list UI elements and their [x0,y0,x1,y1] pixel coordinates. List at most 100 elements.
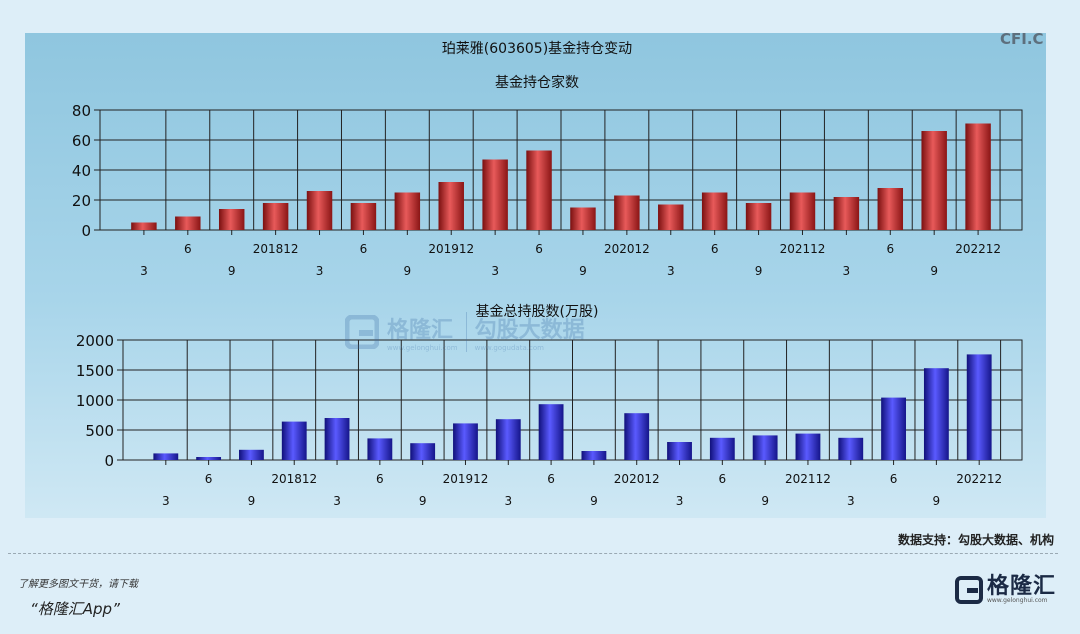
chart2-xtick-label: 202212 [956,472,1002,486]
watermark-left-url: www.gelonghui.com [387,344,458,352]
chart2-bar [367,438,393,460]
chart2-xtick-label: 6 [547,472,555,486]
chart1-bar [306,191,333,230]
chart2-xtick-label: 201912 [443,472,489,486]
chart1-bar [965,123,991,230]
chart2-xtick-label: 9 [419,494,427,508]
chart2-plot: 0 500 1000 1500 2000 3 6 9 201812 3 6 9 201912 3 6 9 202… [76,332,1023,508]
chart1-ytick-label: 0 [81,222,91,240]
chart1-bar [658,204,684,230]
chart1-xtick-label: 201912 [428,242,474,256]
chart2-bar [196,457,222,460]
chart2-bar [538,404,564,460]
chart2-xtick-label: 6 [719,472,727,486]
corner-mark: CFI.C [1000,30,1044,48]
chart1-xtick-label: 202212 [955,242,1001,256]
chart1-bar [394,192,421,230]
chart2-bar [495,419,521,460]
chart2-bar [881,397,906,460]
watermark-right-url: www.gogudata.com [474,344,544,352]
chart2-xtick-label: 202012 [614,472,660,486]
watermark-right-text: 勾股大数据 [474,318,585,343]
chart1-xtick-label: 3 [843,264,851,278]
divider [8,553,1058,554]
chart-panel: 珀莱雅(603605)基金持仓变动 基金持仓家数 基金总持股数(万股) 0 20 4… [25,33,1046,518]
chart1-bar [789,192,816,230]
footer-logo-url: www.gelonghui.com [986,597,1048,604]
chart1-bar [262,203,289,230]
chart2-ytick-label: 0 [104,452,114,470]
footer-logo-name: 格隆汇 [986,574,1056,599]
chart2-bar [410,443,436,460]
chart1-xtick-label: 3 [140,264,148,278]
chart2-bar [153,453,179,460]
chart2-bar [709,437,735,460]
chart1-bar [701,192,728,230]
chart1-frame [99,109,1023,231]
chart1-xtick-label: 6 [711,242,719,256]
chart2-xtick-label: 3 [847,494,855,508]
watermark-left-text: 格隆汇 [387,318,454,343]
chart2-xtick-label: 9 [933,494,941,508]
chart1-xtick-label: 6 [886,242,894,256]
chart1-bar [175,216,201,230]
chart2-xtick-label: 9 [248,494,256,508]
chart2-ytick-label: 1500 [76,362,114,380]
chart1-xtick-label: 6 [535,242,543,256]
chart2-xtick-label: 6 [376,472,384,486]
chart2-bar [624,413,650,460]
main-title: 珀莱雅(603605)基金持仓变动 [442,40,632,57]
chart2-bar [795,433,821,460]
chart2-bar [838,437,864,460]
gelonghui-logo-icon [954,576,983,604]
chart1-xtick-label: 202012 [604,242,650,256]
chart2-ytick-label: 500 [85,422,114,440]
chart2-bar [324,418,350,460]
chart2-bar [966,354,992,460]
chart2-bar [667,442,692,460]
chart1-ytick-label: 80 [72,102,91,120]
chart2-bar [923,368,949,460]
chart2-xtick-label: 9 [590,494,598,508]
source-note: 数据支持：勾股大数据、机构 [897,533,1054,547]
chart2-xtick-label: 9 [761,494,769,508]
chart1-bar [350,203,377,230]
chart1-xtick-label: 3 [667,264,675,278]
watermark-logo-icon [345,315,379,349]
chart1-xtick-label: 202112 [780,242,826,256]
chart1-plot: 0 20 40 60 80 3 6 9 201812 3 6 9 201912 3 6 9 202012 3 6 9 2… [72,102,1023,278]
chart1-xtick-label: 6 [360,242,368,256]
chart2-bar [453,423,478,460]
chart2-ytick-label: 2000 [76,332,114,350]
chart2-xtick-label: 201812 [271,472,317,486]
chart2-ytick-label: 1000 [76,392,114,410]
chart2-bar [281,421,307,460]
chart1-bar [131,222,157,230]
chart1-bar [218,209,245,230]
chart2-xtick-label: 3 [162,494,170,508]
chart2-xtick-label: 6 [205,472,213,486]
chart1-bar [921,131,947,230]
chart2-bar [239,449,264,460]
chart1-bar [570,207,596,230]
chart1-bar [745,203,772,230]
watermark: 格隆汇 www.gelonghui.com 勾股大数据 www.gogudata… [345,312,585,352]
chart2-xtick-label: 3 [504,494,512,508]
chart2-xtick-label: 3 [333,494,341,508]
chart2-xtick-label: 3 [676,494,684,508]
chart1-bar [877,188,904,230]
chart1-title: 基金持仓家数 [495,74,579,91]
chart1-ytick-label: 20 [72,192,91,210]
footer-prompt: 了解更多图文干货，请下载 [18,579,138,590]
chart1-bar [438,182,464,230]
watermark-divider [465,312,467,352]
chart1-bar [614,195,640,230]
chart1-xtick-label: 9 [228,264,236,278]
chart2-bar [752,435,778,460]
chart1-xtick-label: 9 [930,264,938,278]
chart2-xtick-label: 6 [890,472,898,486]
chart1-bar [833,197,860,230]
chart2-title: 基金总持股数(万股) [476,303,599,320]
chart1-bar [526,150,552,230]
chart1-xtick-label: 9 [579,264,587,278]
